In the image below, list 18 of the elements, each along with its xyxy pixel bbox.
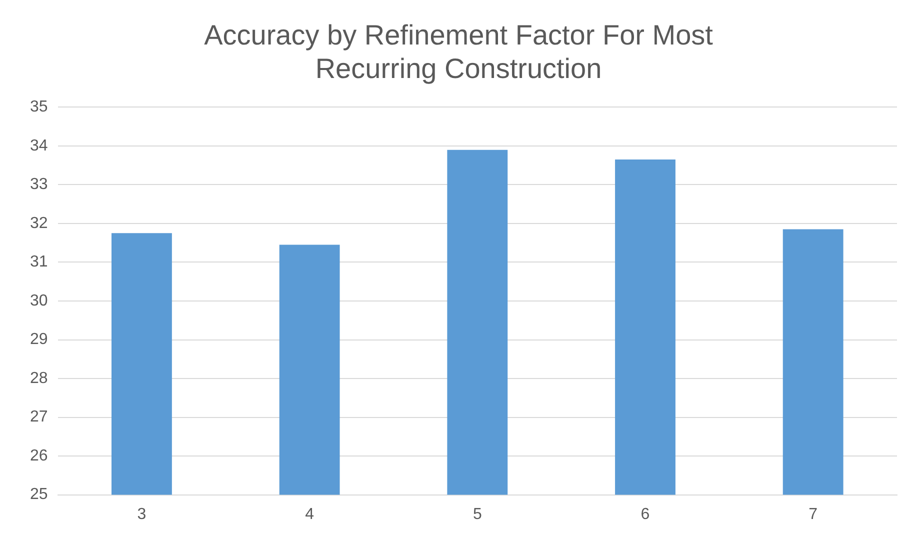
y-tick-label: 27	[30, 408, 48, 426]
text: Recurring Construction	[315, 53, 602, 84]
y-tick-label: 26	[30, 447, 48, 464]
y-tick-label: 35	[30, 98, 48, 116]
x-tick-label: 5	[472, 506, 482, 523]
x-tick-label: 7	[808, 506, 818, 523]
y-tick-label: 32	[30, 214, 48, 232]
text: Accuracy by Refinement Factor For Most	[204, 20, 713, 51]
y-tick-label: 29	[30, 331, 48, 348]
y-tick-label: 33	[30, 176, 48, 194]
y-tick-label: 30	[30, 292, 48, 310]
y-tick-label: 25	[30, 486, 48, 504]
x-tick-label: 3	[137, 506, 146, 523]
y-tick-label: 31	[30, 254, 48, 271]
x-tick-label: 4	[305, 506, 314, 523]
y-tick-label: 34	[30, 137, 48, 154]
y-tick-label: 28	[30, 370, 48, 387]
x-tick-label: 6	[640, 506, 650, 523]
